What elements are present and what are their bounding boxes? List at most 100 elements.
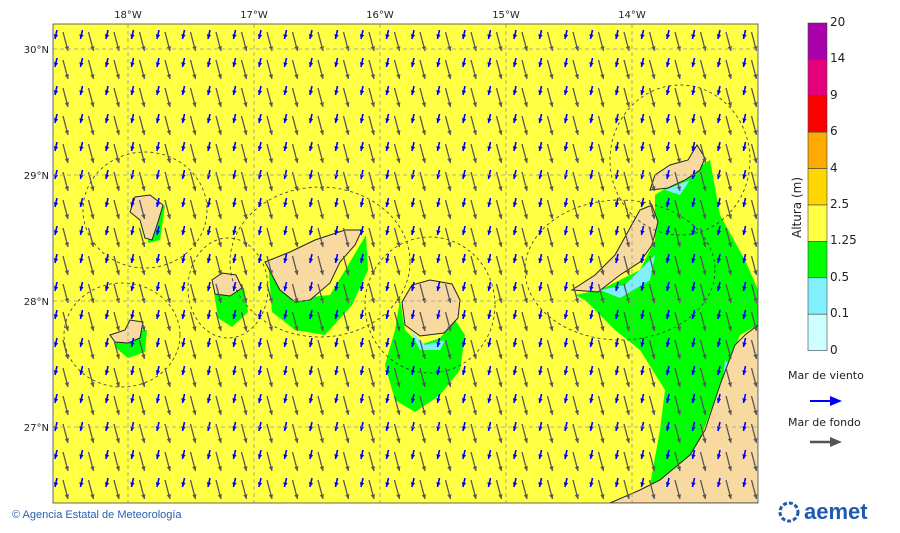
wind-sea-arrow-head — [181, 118, 186, 123]
wind-sea-arrow-head — [665, 482, 671, 487]
wind-sea-arrow-head — [206, 202, 212, 207]
island-la-palma — [129, 194, 164, 241]
wind-sea-arrow-head — [589, 342, 594, 347]
wind-sea-arrow-head — [206, 398, 212, 403]
swell-arrow-head — [115, 242, 120, 247]
swell-arrow-head — [421, 102, 426, 107]
swell-arrow-head — [600, 466, 605, 471]
swell-arrow-head — [549, 466, 554, 471]
swell-arrow-head — [243, 466, 248, 471]
wind-sea-arrow-head — [614, 146, 620, 151]
wind-sea-arrow-head — [232, 202, 237, 207]
swell-arrow-head — [166, 214, 171, 219]
swell-arrow-head — [625, 466, 630, 471]
swell-arrow-head — [753, 186, 758, 191]
wind-sea-arrow-head — [538, 146, 543, 151]
swell-arrow-head — [727, 102, 732, 107]
wind-sea-arrow-head — [640, 146, 645, 151]
swell-arrow-head — [268, 214, 273, 219]
wind-sea-arrow-head — [589, 34, 594, 39]
swell-arrow-head — [447, 270, 452, 275]
wind-sea-arrow-head — [130, 146, 135, 151]
wind-sea-arrow-head — [283, 118, 288, 123]
wind-sea-arrow-head — [206, 286, 212, 291]
swell-arrow-head — [294, 130, 299, 135]
swell-arrow-head — [345, 354, 350, 359]
swell-arrow-head — [472, 354, 477, 359]
swell-arrow-head — [625, 298, 630, 303]
wind-sea-arrow-head — [130, 62, 135, 67]
swell-arrow-head — [217, 158, 222, 163]
wind-sea-arrow-head — [308, 398, 314, 403]
wind-sea-arrow-head — [385, 258, 390, 263]
wind-sea-arrow-head — [487, 286, 492, 291]
swell-arrow-head — [166, 158, 171, 163]
wind-sea-arrow-head — [104, 34, 110, 39]
swell-arrow-head — [217, 270, 222, 275]
swell-arrow-head — [90, 270, 95, 275]
wind-sea-arrow-head — [257, 286, 263, 291]
swell-arrow-head — [600, 298, 605, 303]
wind-sea-arrow-head — [461, 398, 467, 403]
swell-arrow-head — [192, 214, 197, 219]
swell-arrow-head — [268, 102, 273, 107]
swell-arrow-head — [447, 494, 452, 499]
swell-arrow-head — [549, 130, 554, 135]
swell-arrow-head — [141, 102, 146, 107]
swell-arrow-head — [243, 214, 248, 219]
swell-arrow-head — [727, 494, 732, 499]
swell-arrow-head — [421, 46, 426, 51]
swell-arrow-head — [345, 242, 350, 247]
swell-arrow-head — [625, 354, 630, 359]
swell-arrow-head — [115, 326, 120, 331]
swell-arrow-head — [243, 382, 248, 387]
swell-arrow-head — [345, 438, 350, 443]
wind-sea-arrow-head — [461, 230, 467, 235]
swell-arrow-head — [294, 466, 299, 471]
swell-arrow-head — [574, 438, 579, 443]
swell-arrow-head — [345, 410, 350, 415]
wind-sea-arrow-head — [716, 370, 722, 375]
swell-arrow-head — [268, 158, 273, 163]
wind-sea-arrow-head — [742, 370, 747, 375]
colorbar-segment — [807, 204, 828, 242]
wind-sea-arrow-head — [79, 146, 84, 151]
swell-arrow-head — [115, 186, 120, 191]
swell-arrow-head — [472, 270, 477, 275]
swell-arrow-head — [702, 214, 707, 219]
swell-arrow-head — [396, 466, 401, 471]
swell-arrow-head — [523, 326, 528, 331]
wind-sea-arrow-head — [410, 482, 416, 487]
wind-sea-arrow-head — [742, 174, 747, 179]
wind-sea-arrow-head — [359, 370, 365, 375]
swell-arrow-head — [676, 130, 681, 135]
swell-arrow-head — [90, 74, 95, 79]
wind-sea-arrow-head — [410, 342, 416, 347]
wind-sea-arrow-head — [257, 314, 263, 319]
aemet-logo-icon — [778, 501, 800, 523]
wind-sea-arrow-head — [716, 146, 722, 151]
swell-arrow-head — [166, 74, 171, 79]
wind-sea-arrow-head — [538, 286, 543, 291]
wind-sea-arrow-head — [589, 482, 594, 487]
wind-sea-arrow-head — [232, 90, 237, 95]
swell-arrow-head — [676, 102, 681, 107]
swell-arrow-head — [600, 102, 605, 107]
swell-arrow-head — [447, 410, 452, 415]
swell-arrow-head — [64, 158, 69, 163]
wind-sea-arrow-head — [283, 62, 288, 67]
wind-sea-arrow-head — [716, 342, 722, 347]
swell-arrow-head — [600, 214, 605, 219]
wind-sea-arrow-head — [691, 454, 696, 459]
wind-sea-arrow-head — [359, 202, 365, 207]
wind-sea-arrow-head — [283, 370, 288, 375]
swell-arrow-head — [217, 130, 222, 135]
swell-arrow-head — [549, 46, 554, 51]
wind-sea-arrow-head — [232, 398, 237, 403]
swell-arrow-head — [90, 214, 95, 219]
wind-sea-arrow-head — [563, 482, 569, 487]
wind-sea-arrow-head — [130, 258, 135, 263]
aemet-logo[interactable]: aemet — [778, 499, 868, 525]
swell-arrow-head — [64, 130, 69, 135]
swell-arrow-head — [727, 270, 732, 275]
